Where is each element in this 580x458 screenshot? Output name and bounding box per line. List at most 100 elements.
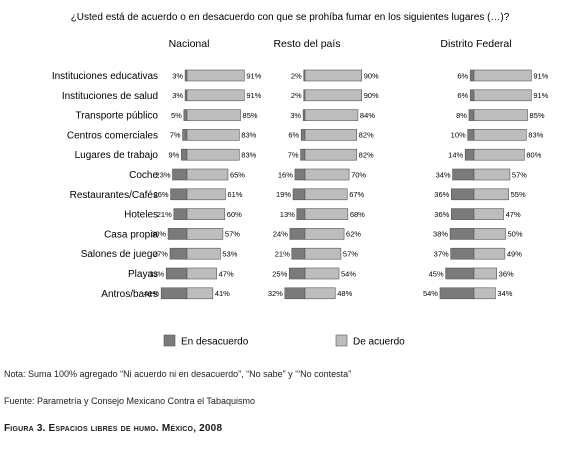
bar-desacuerdo [292,188,306,201]
value-label-acuerdo: 47% [219,269,234,278]
bar-acuerdo [304,267,340,280]
value-label-desacuerdo: 21% [157,210,172,219]
bar-desacuerdo [170,188,188,201]
category-label: Transporte público [76,111,159,122]
bar-desacuerdo [172,168,188,181]
value-label-acuerdo: 53% [222,250,237,259]
value-label-acuerdo: 91% [533,71,548,80]
value-label-desacuerdo: 7% [288,151,299,160]
bar-acuerdo [186,69,245,82]
value-label-desacuerdo: 21% [275,250,290,259]
category-label: Instituciones educativas [52,71,158,82]
value-label-acuerdo: 90% [364,71,379,80]
bar-desacuerdo [167,228,188,240]
category-label: Restaurantes/Cafés [70,190,158,201]
value-label-desacuerdo: 13% [280,210,295,219]
bar-desacuerdo [445,267,475,280]
category-label: Hoteles [124,210,158,221]
value-label-desacuerdo: 14% [448,151,463,160]
value-label-desacuerdo: 6% [457,71,468,80]
value-label-desacuerdo: 45% [429,269,444,278]
bar-desacuerdo [300,148,306,161]
value-label-desacuerdo: 3% [172,91,183,100]
value-label-desacuerdo: 24% [273,230,288,239]
value-label-acuerdo: 57% [225,230,240,239]
value-label-acuerdo: 83% [241,151,256,160]
panel-header: Nacional [169,38,210,50]
bar-acuerdo [473,148,525,161]
value-label-acuerdo: 36% [499,269,514,278]
category-label: Playas [128,269,158,280]
bar-desacuerdo [300,129,306,141]
bar-acuerdo [186,228,224,240]
bar-acuerdo [304,129,357,141]
value-label-acuerdo: 67% [349,190,364,199]
bar-acuerdo [304,188,348,201]
value-label-acuerdo: 50% [508,230,523,239]
chart-title: ¿Usted está de acuerdo o en desacuerdo c… [71,12,510,23]
value-label-desacuerdo: 41% [144,289,159,298]
category-label: Salones de juego [81,249,159,260]
value-label-acuerdo: 91% [246,91,261,100]
value-label-acuerdo: 47% [506,210,521,219]
bar-desacuerdo [469,89,475,102]
value-label-acuerdo: 91% [533,91,548,100]
bar-acuerdo [304,247,342,260]
bar-acuerdo [473,109,528,121]
value-label-desacuerdo: 37% [434,250,449,259]
value-label-acuerdo: 68% [350,210,365,219]
value-label-acuerdo: 83% [241,131,256,140]
bar-desacuerdo [182,129,188,141]
bar-acuerdo [473,89,532,102]
value-label-acuerdo: 84% [360,111,375,120]
legend: En desacuerdo De acuerdo [163,334,405,348]
value-label-desacuerdo: 3% [172,71,183,80]
bar-acuerdo [186,89,245,102]
value-label-acuerdo: 83% [528,131,543,140]
value-label-acuerdo: 90% [364,91,379,100]
value-label-desacuerdo: 27% [153,250,168,259]
chart: ¿Usted está de acuerdo o en desacuerdo c… [52,12,549,348]
value-label-desacuerdo: 5% [171,111,182,120]
figure-caption: Figura 3. Espacios libres de humo. Méxic… [4,423,223,434]
value-label-desacuerdo: 36% [434,210,449,219]
value-label-acuerdo: 61% [227,190,242,199]
bar-acuerdo [304,287,336,300]
bar-desacuerdo [464,148,475,161]
value-label-acuerdo: 41% [215,289,230,298]
bar-acuerdo [304,168,350,181]
value-label-acuerdo: 54% [341,269,356,278]
bar-desacuerdo [451,208,475,220]
bar-acuerdo [186,208,226,220]
value-label-desacuerdo: 54% [423,289,438,298]
value-label-acuerdo: 85% [530,111,545,120]
bar-acuerdo [186,129,240,141]
bar-desacuerdo [160,287,188,300]
bar-acuerdo [304,109,359,121]
value-label-acuerdo: 48% [337,289,352,298]
value-label-acuerdo: 60% [227,210,242,219]
bar-desacuerdo [452,168,475,181]
value-label-acuerdo: 85% [243,111,258,120]
value-label-desacuerdo: 26% [154,190,169,199]
bar-desacuerdo [284,287,306,300]
bar-acuerdo [304,89,363,102]
value-label-acuerdo: 80% [526,151,541,160]
value-label-acuerdo: 62% [346,230,361,239]
category-label: Antros/bares [101,289,158,300]
category-label: Instituciones de salud [62,91,158,102]
bar-acuerdo [473,228,506,240]
value-label-desacuerdo: 9% [168,151,179,160]
value-label-desacuerdo: 34% [436,170,451,179]
bar-desacuerdo [173,208,188,220]
value-label-acuerdo: 91% [246,71,261,80]
value-label-acuerdo: 57% [512,170,527,179]
bar-acuerdo [473,247,506,260]
legend-swatch-acuerdo [335,334,348,347]
bar-desacuerdo [288,267,306,280]
bar-desacuerdo [165,267,188,280]
legend-label: En desacuerdo [181,337,249,348]
bar-acuerdo [473,168,511,181]
category-label: Centros comerciales [67,130,158,141]
bar-acuerdo [186,188,226,201]
